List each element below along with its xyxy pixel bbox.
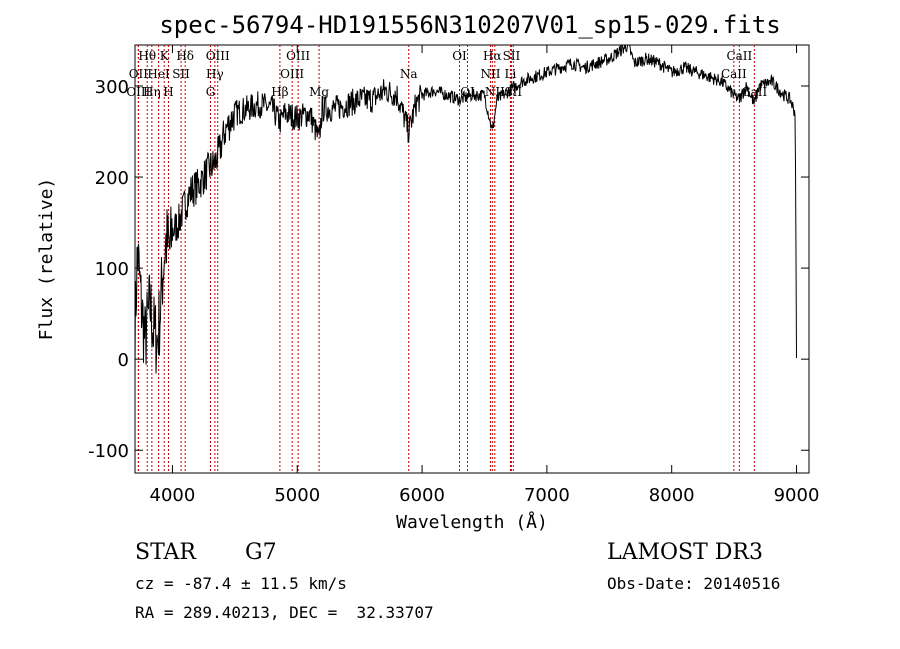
line-label: SII — [172, 67, 190, 81]
object-subclass: G7 — [245, 540, 277, 565]
chart-title: spec-56794-HD191556N310207V01_sp15-029.f… — [159, 11, 780, 39]
line-label: OIII — [126, 85, 150, 99]
line-label: Hα — [483, 49, 502, 63]
x-tick-label: 7000 — [524, 485, 570, 506]
line-label: Hβ — [271, 85, 288, 99]
line-label: Hθ — [138, 49, 156, 63]
line-label: OI — [452, 49, 467, 63]
x-axis-label: Wavelength (Å) — [396, 511, 548, 533]
line-label: CaII — [721, 67, 747, 81]
line-label: K — [160, 49, 170, 63]
x-tick-label: 5000 — [274, 485, 320, 506]
line-label: Na — [400, 67, 418, 81]
y-axis-ticks: -100 0 100 200 300 — [88, 77, 809, 462]
y-tick-label: 200 — [95, 168, 129, 189]
line-label: HeI — [147, 67, 170, 81]
line-label: Hη — [143, 85, 161, 99]
y-tick-label: 300 — [95, 77, 129, 98]
line-label: Hγ — [206, 67, 224, 81]
x-tick-label: 4000 — [150, 485, 196, 506]
line-label: SII — [503, 49, 521, 63]
object-class: STAR — [135, 540, 196, 565]
survey-name: LAMOST DR3 — [607, 540, 763, 565]
x-tick-label: 8000 — [649, 485, 695, 506]
line-label: CaII — [726, 49, 752, 63]
y-tick-label: -100 — [88, 441, 129, 462]
line-label: OIII — [206, 49, 230, 63]
x-tick-label: 6000 — [399, 485, 445, 506]
line-label: G — [206, 85, 216, 99]
line-label: OIII — [286, 49, 310, 63]
line-label: H — [163, 85, 173, 99]
line-label: OIII — [280, 67, 304, 81]
redshift-cz: cz = -87.4 ± 11.5 km/s — [135, 574, 347, 593]
line-label: OII — [129, 67, 149, 81]
plot-frame — [134, 44, 810, 474]
line-label: NII — [480, 67, 500, 81]
x-tick-label: 9000 — [774, 485, 820, 506]
ra-dec-coordinates: RA = 289.40213, DEC = 32.33707 — [135, 603, 434, 622]
y-tick-label: 0 — [118, 350, 129, 371]
y-tick-label: 100 — [95, 259, 129, 280]
spectrum-line — [134, 44, 797, 374]
line-label: Mg — [309, 85, 329, 99]
obs-date: Obs-Date: 20140516 — [607, 574, 781, 593]
line-label: Hδ — [176, 49, 194, 63]
spectral-line-markers — [137, 45, 755, 473]
line-label: Li — [505, 67, 517, 81]
x-axis-ticks: 4000 5000 6000 7000 8000 9000 — [150, 45, 820, 506]
y-axis-label: Flux (relative) — [36, 178, 57, 341]
